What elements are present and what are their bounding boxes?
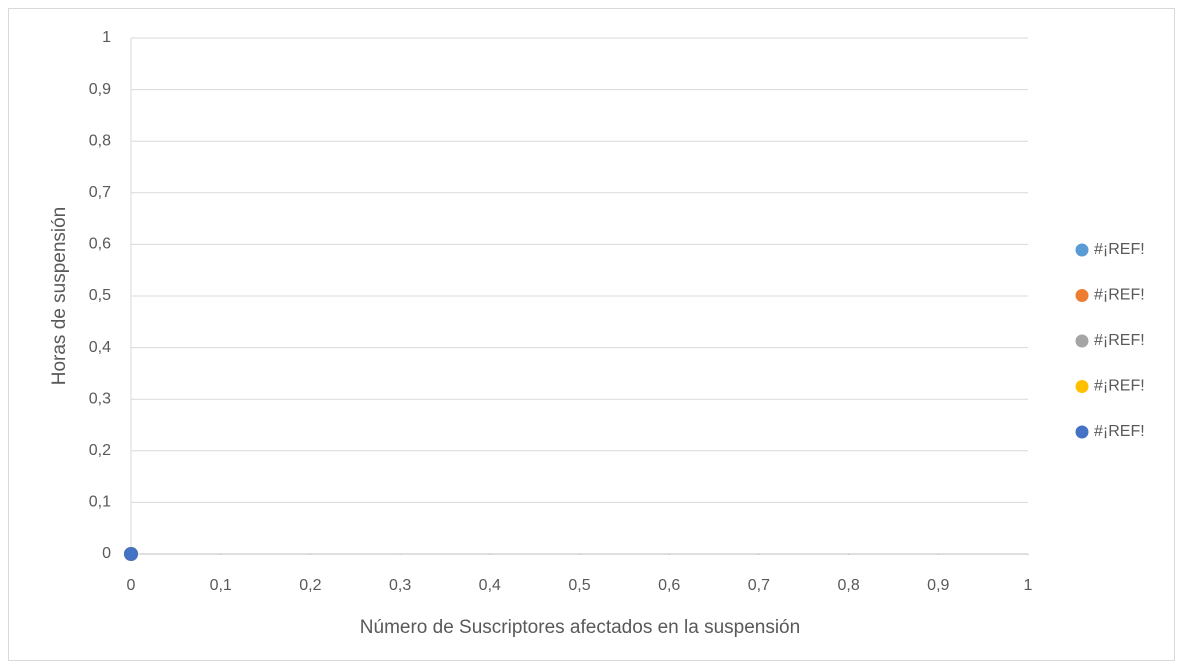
- x-tick-label: 0,6: [658, 577, 680, 594]
- x-tick-label: 0,8: [837, 577, 859, 594]
- x-axis-title: Número de Suscriptores afectados en la s…: [360, 617, 800, 638]
- legend-marker: [1075, 243, 1089, 257]
- legend-label: #¡REF!: [1094, 378, 1145, 395]
- y-tick-label: 0,5: [89, 287, 111, 304]
- y-tick-label: 0,8: [89, 132, 111, 149]
- y-tick-label: 0,4: [89, 339, 111, 356]
- y-tick-label: 0,1: [89, 494, 111, 511]
- y-tick-label: 0,9: [89, 81, 111, 98]
- legend-label: #¡REF!: [1094, 241, 1145, 258]
- point: [124, 547, 138, 561]
- chart-border: [8, 8, 1175, 661]
- x-tick-label: 0,9: [927, 577, 949, 594]
- x-tick-label: 0,5: [568, 577, 590, 594]
- x-tick-label: 0,1: [210, 577, 232, 594]
- y-tick-label: 0: [102, 545, 111, 562]
- legend-marker: [1075, 380, 1089, 393]
- legend-marker: [1075, 334, 1089, 348]
- x-tick-label: 1: [1024, 577, 1033, 594]
- y-tick-label: 1: [102, 29, 111, 46]
- x-tick-label: 0,3: [389, 577, 411, 594]
- x-tick-label: 0,7: [748, 577, 770, 594]
- legend-marker: [1075, 289, 1089, 302]
- y-axis-title: Horas de suspensión: [49, 207, 70, 386]
- y-tick-label: 0,2: [89, 442, 111, 459]
- legend-label: #¡REF!: [1094, 332, 1145, 349]
- y-tick-label: 0,7: [89, 184, 111, 201]
- x-tick-label: 0: [127, 577, 136, 594]
- y-tick-label: 0,3: [89, 390, 111, 407]
- legend-label: #¡REF!: [1094, 287, 1145, 304]
- legend-label: #¡REF!: [1094, 423, 1145, 440]
- x-tick-label: 0,2: [299, 577, 321, 594]
- y-tick-label: 0,6: [89, 236, 111, 253]
- legend-marker: [1075, 425, 1089, 439]
- x-tick-label: 0,4: [479, 577, 501, 594]
